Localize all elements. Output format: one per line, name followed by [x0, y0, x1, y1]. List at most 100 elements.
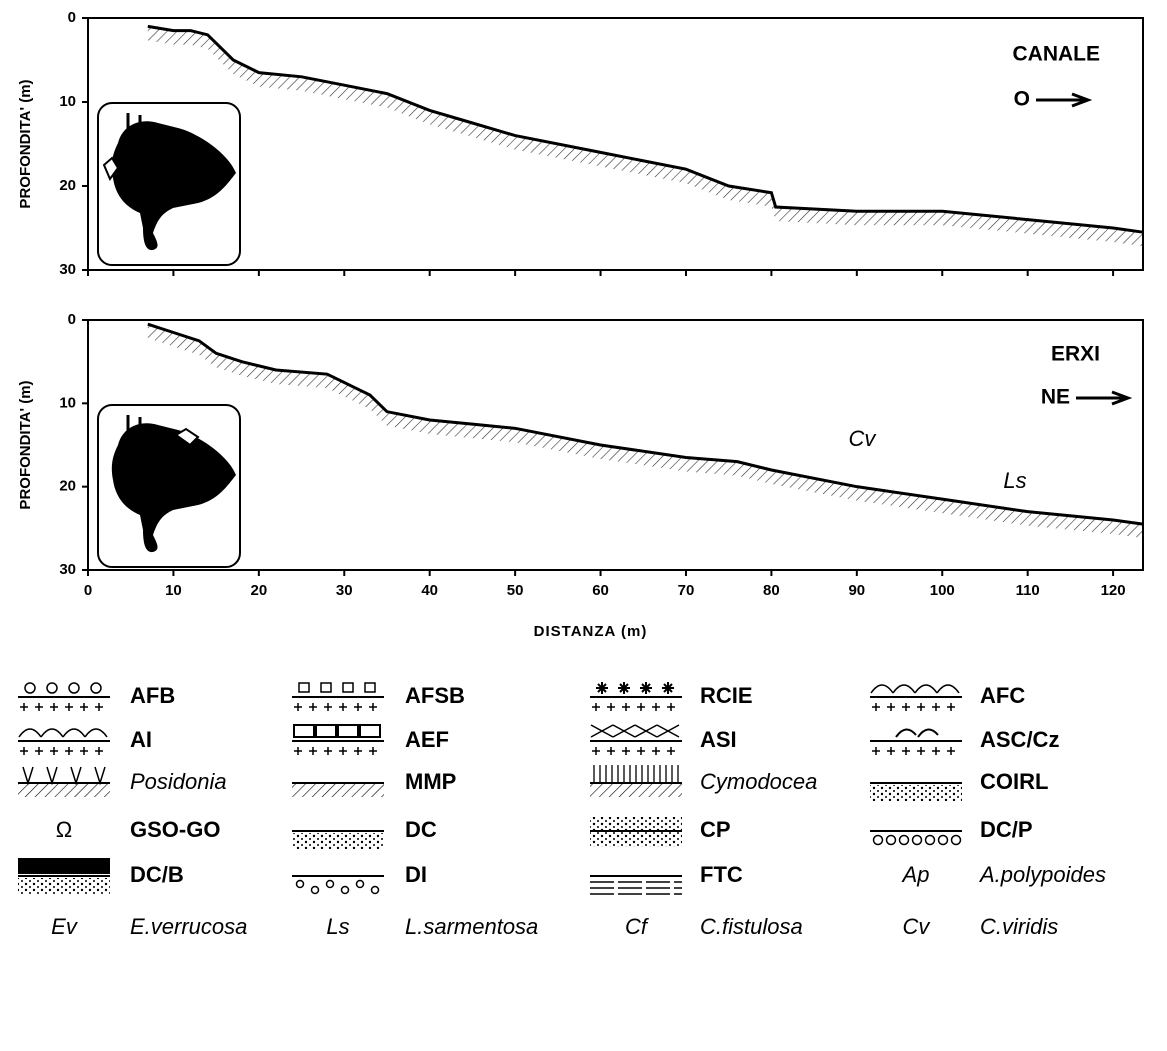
sym [47, 767, 57, 783]
cross [637, 703, 645, 711]
legend-label: DI [405, 862, 427, 887]
cross [95, 703, 103, 711]
legend-label: E.verrucosa [130, 914, 247, 939]
legend-label: Cymodocea [700, 769, 817, 794]
legend-item: AFC [870, 683, 1025, 711]
cross [932, 703, 940, 711]
direction: O [1014, 88, 1030, 111]
cross [607, 747, 615, 755]
sym [312, 887, 319, 894]
legend-label: L.sarmentosa [405, 914, 538, 939]
sym [662, 682, 674, 694]
legend-label: AFC [980, 683, 1025, 708]
legend-item: AFSB [292, 683, 465, 711]
legend-symbol: Ls [326, 914, 349, 939]
x-tick-label: 120 [1101, 582, 1126, 599]
sym [316, 725, 336, 737]
sym [357, 881, 364, 888]
y-tick-label: 20 [59, 478, 76, 495]
sym [85, 729, 107, 737]
sym [900, 836, 909, 845]
y-tick-label: 10 [59, 394, 76, 411]
legend-label: AI [130, 727, 152, 752]
cross [947, 703, 955, 711]
legend-item: DC/P [870, 817, 1033, 845]
sym [69, 683, 79, 693]
sym [297, 881, 304, 888]
cross [652, 703, 660, 711]
y-tick-label: 10 [59, 93, 76, 110]
cross [872, 703, 880, 711]
direction-arrow [1076, 392, 1128, 404]
legend-label: GSO-GO [130, 817, 220, 842]
sym [913, 836, 922, 845]
legend-label: FTC [700, 862, 743, 887]
x-tick-label: 100 [930, 582, 955, 599]
cross [887, 747, 895, 755]
legend-label: DC [405, 817, 437, 842]
sym [63, 729, 85, 737]
sym [896, 729, 916, 737]
legend-symbol: Ev [51, 914, 79, 939]
sym [360, 725, 380, 737]
sym [25, 683, 35, 693]
y-tick-label: 0 [68, 9, 76, 26]
sym [372, 887, 379, 894]
cross [80, 703, 88, 711]
y-axis-label: PROFONDITA' (m) [17, 380, 34, 509]
x-tick-label: 20 [251, 582, 268, 599]
cross [354, 703, 362, 711]
y-axis-label: PROFONDITA' (m) [17, 79, 34, 208]
legend-label: ASI [700, 727, 737, 752]
sym [327, 881, 334, 888]
cross [667, 703, 675, 711]
x-tick-label: 0 [84, 582, 92, 599]
sym [342, 887, 349, 894]
cross [917, 703, 925, 711]
y-tick-label: 20 [59, 177, 76, 194]
cross [369, 703, 377, 711]
cross [324, 703, 332, 711]
y-tick-label: 30 [59, 561, 76, 578]
cross [20, 747, 28, 755]
cross [592, 747, 600, 755]
cross [339, 703, 347, 711]
legend-label: ASC/Cz [980, 727, 1059, 752]
legend-label: COIRL [980, 769, 1048, 794]
cross [294, 747, 302, 755]
sym [294, 725, 314, 737]
cross [309, 747, 317, 755]
sym [918, 729, 938, 737]
sym [71, 767, 81, 783]
cross [354, 747, 362, 755]
legend-symbol: Ap [901, 862, 930, 887]
cross [622, 703, 630, 711]
legend-item: FTC [590, 862, 743, 894]
x-tick-label: 30 [336, 582, 353, 599]
legend-label: AFSB [405, 683, 465, 708]
cross [652, 747, 660, 755]
x-tick-label: 50 [507, 582, 524, 599]
sym [893, 685, 915, 693]
sym [18, 878, 110, 894]
x-tick-label: 10 [165, 582, 182, 599]
cross [65, 703, 73, 711]
x-tick-label: 40 [421, 582, 438, 599]
legend-item: Posidonia [18, 767, 227, 797]
cross [50, 747, 58, 755]
cross [902, 747, 910, 755]
x-axis-label: DISTANZA (m) [534, 623, 648, 640]
cross [65, 747, 73, 755]
seabed-profile [148, 26, 1143, 232]
inset-map [98, 405, 240, 567]
x-tick-label: 80 [763, 582, 780, 599]
legend-item: ASI [590, 725, 737, 755]
cross [607, 703, 615, 711]
sym [95, 767, 105, 783]
legend-item: AFB [18, 683, 175, 711]
sym [939, 836, 948, 845]
legend-label: AFB [130, 683, 175, 708]
sym [657, 725, 679, 737]
